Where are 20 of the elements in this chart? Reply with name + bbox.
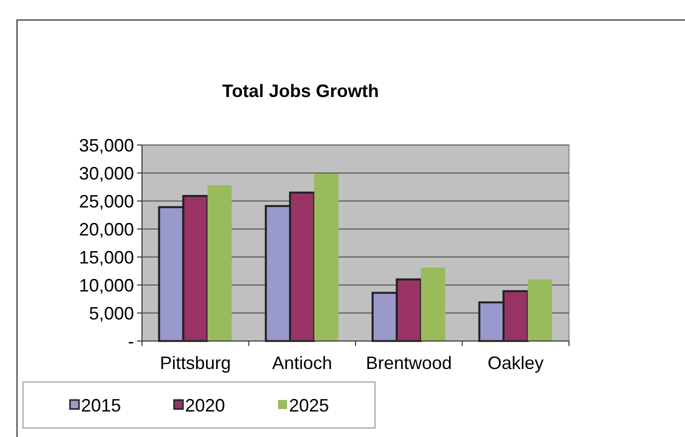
x-tick-label: Oakley	[488, 353, 544, 373]
legend-label: 2015	[81, 395, 122, 416]
legend-label: 2020	[185, 395, 226, 416]
bar	[420, 268, 446, 341]
chart-title: Total Jobs Growth	[222, 81, 379, 101]
y-tick-label: 30,000	[78, 163, 134, 184]
x-tick-label: Antioch	[272, 353, 332, 373]
y-tick-label: 25,000	[78, 191, 134, 212]
y-tick-label: 15,000	[78, 247, 134, 268]
bar	[314, 174, 338, 341]
bar	[528, 279, 552, 341]
y-tick-label: 20,000	[78, 219, 134, 240]
x-tick-label: Pittsburg	[160, 353, 231, 373]
y-tick-label: -	[128, 331, 134, 352]
y-tick-label: 35,000	[78, 135, 134, 156]
legend-label: 2025	[289, 395, 330, 416]
bar	[207, 185, 232, 341]
y-tick-label: 10,000	[78, 275, 134, 296]
x-tick-label: Brentwood	[366, 353, 452, 373]
y-tick-label: 5,000	[88, 303, 134, 324]
